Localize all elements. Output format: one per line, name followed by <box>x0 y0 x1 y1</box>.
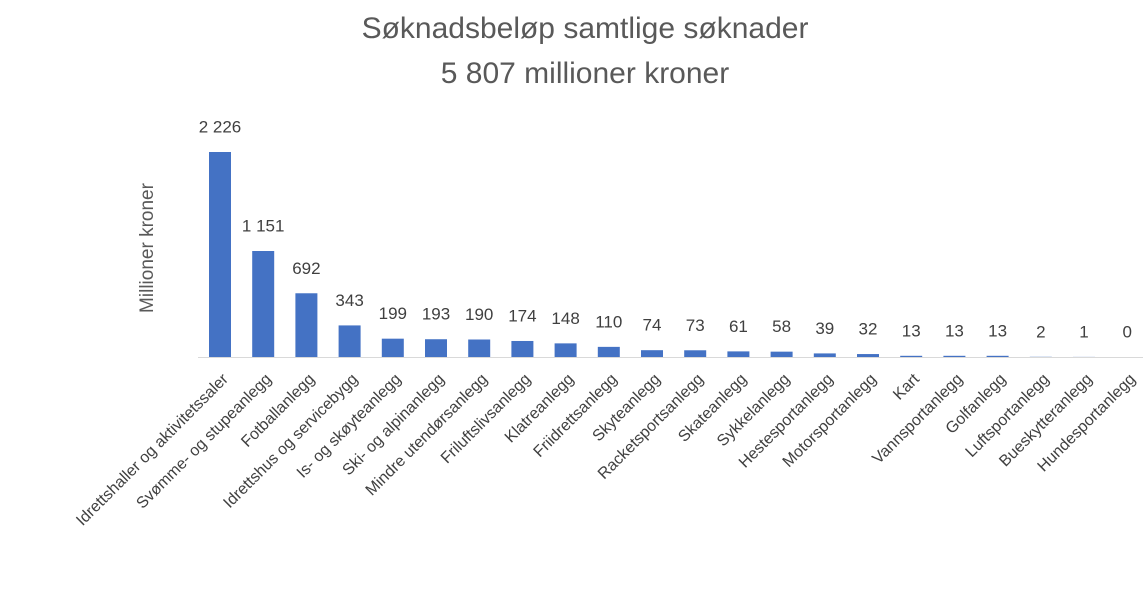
bar <box>900 355 923 357</box>
bar <box>986 355 1009 357</box>
bar <box>338 325 361 357</box>
value-label: 39 <box>815 319 834 338</box>
value-label: 2 226 <box>199 117 242 136</box>
value-label: 74 <box>643 316 662 335</box>
chart-subtitle: 5 807 millioner kroner <box>441 57 729 90</box>
value-label: 110 <box>595 312 622 331</box>
bar <box>943 355 966 357</box>
value-label: 148 <box>551 309 579 328</box>
value-label: 13 <box>902 321 921 340</box>
chart-title: Søknadsbeløp samtlige søknader <box>362 12 809 45</box>
value-label: 0 <box>1122 322 1131 341</box>
bar <box>209 152 231 357</box>
bar <box>381 338 404 357</box>
y-axis-label: Millioner kroner <box>137 182 158 313</box>
value-label: 1 151 <box>242 216 285 235</box>
value-label: 343 <box>335 291 363 310</box>
bar <box>684 350 707 357</box>
value-label: 2 <box>1036 322 1045 341</box>
bar <box>425 339 447 357</box>
bar <box>727 351 750 357</box>
bar <box>813 353 836 357</box>
value-label: 13 <box>988 321 1007 340</box>
value-label: 13 <box>945 321 964 340</box>
bar <box>295 293 318 357</box>
bar <box>641 350 663 357</box>
value-label: 692 <box>292 259 320 278</box>
value-label: 174 <box>508 306 536 325</box>
value-label: 58 <box>772 317 791 336</box>
value-label: 73 <box>686 316 705 335</box>
value-label: 193 <box>422 305 450 324</box>
value-label: 199 <box>379 304 407 323</box>
bar <box>468 339 491 357</box>
bar <box>770 351 793 357</box>
x-tick-label: Kart <box>890 370 923 403</box>
bar <box>554 343 577 357</box>
bar <box>252 251 275 357</box>
bar <box>597 346 620 357</box>
x-tick-label: Idrettshaller og aktivitetssaler <box>73 370 232 529</box>
value-label: 61 <box>729 317 748 336</box>
bar <box>857 354 879 357</box>
bar <box>511 340 534 357</box>
value-label: 32 <box>859 320 878 339</box>
value-label: 190 <box>465 305 493 324</box>
value-label: 1 <box>1079 322 1088 341</box>
